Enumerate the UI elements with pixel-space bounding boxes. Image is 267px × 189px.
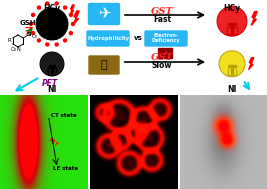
FancyBboxPatch shape [51, 27, 53, 36]
FancyBboxPatch shape [48, 68, 56, 74]
Circle shape [72, 22, 74, 26]
FancyBboxPatch shape [48, 31, 56, 37]
Circle shape [64, 39, 66, 42]
Circle shape [55, 2, 58, 5]
Text: LE state: LE state [53, 166, 78, 171]
Text: NI: NI [47, 84, 57, 94]
FancyBboxPatch shape [227, 27, 237, 34]
FancyBboxPatch shape [231, 24, 233, 33]
Circle shape [37, 39, 40, 42]
Circle shape [32, 32, 35, 35]
Text: $\mathsf{O_2N}$: $\mathsf{O_2N}$ [10, 46, 22, 54]
Text: GSH: GSH [20, 20, 36, 26]
Text: CT state: CT state [50, 113, 76, 118]
Text: O₃: O₃ [31, 33, 37, 39]
Circle shape [29, 22, 33, 26]
FancyBboxPatch shape [145, 31, 187, 46]
FancyBboxPatch shape [88, 4, 120, 25]
FancyBboxPatch shape [51, 67, 53, 73]
Circle shape [46, 2, 49, 5]
Polygon shape [249, 58, 254, 70]
FancyBboxPatch shape [158, 48, 172, 58]
FancyBboxPatch shape [89, 56, 119, 74]
FancyBboxPatch shape [49, 65, 55, 67]
FancyBboxPatch shape [229, 69, 235, 74]
Text: ✓: ✓ [162, 49, 168, 57]
Circle shape [36, 8, 68, 40]
Text: PET: PET [42, 78, 58, 88]
Circle shape [64, 6, 66, 9]
Circle shape [69, 32, 72, 35]
Polygon shape [70, 5, 74, 15]
Circle shape [217, 6, 247, 36]
FancyBboxPatch shape [228, 28, 236, 33]
Text: R: R [7, 37, 11, 43]
Circle shape [32, 13, 35, 16]
Text: HCy: HCy [223, 4, 241, 13]
Text: NI: NI [227, 84, 237, 94]
Text: GST: GST [151, 6, 173, 15]
Text: HCy: HCy [44, 4, 61, 13]
Polygon shape [251, 12, 257, 26]
Text: Electron-
Deficiency: Electron- Deficiency [152, 33, 180, 43]
Text: PET: PET [47, 136, 59, 147]
Text: ✈: ✈ [98, 6, 110, 22]
Circle shape [40, 52, 64, 76]
FancyBboxPatch shape [47, 30, 57, 38]
Circle shape [37, 6, 40, 9]
Text: Hydrophilicity: Hydrophilicity [87, 36, 129, 41]
Circle shape [46, 43, 49, 46]
FancyBboxPatch shape [87, 31, 129, 46]
Circle shape [219, 51, 245, 77]
FancyBboxPatch shape [231, 67, 233, 74]
FancyBboxPatch shape [228, 69, 236, 75]
Text: Fast: Fast [153, 15, 171, 23]
Text: vs: vs [134, 36, 142, 42]
FancyBboxPatch shape [49, 69, 55, 74]
Text: S: S [27, 32, 32, 36]
Text: 🚕: 🚕 [101, 60, 107, 70]
Text: Slow: Slow [152, 61, 172, 70]
FancyBboxPatch shape [48, 26, 57, 28]
FancyBboxPatch shape [228, 65, 236, 67]
Text: GST: GST [151, 53, 173, 61]
Circle shape [55, 43, 58, 46]
Polygon shape [73, 11, 79, 25]
FancyBboxPatch shape [228, 23, 236, 25]
Circle shape [69, 13, 72, 16]
